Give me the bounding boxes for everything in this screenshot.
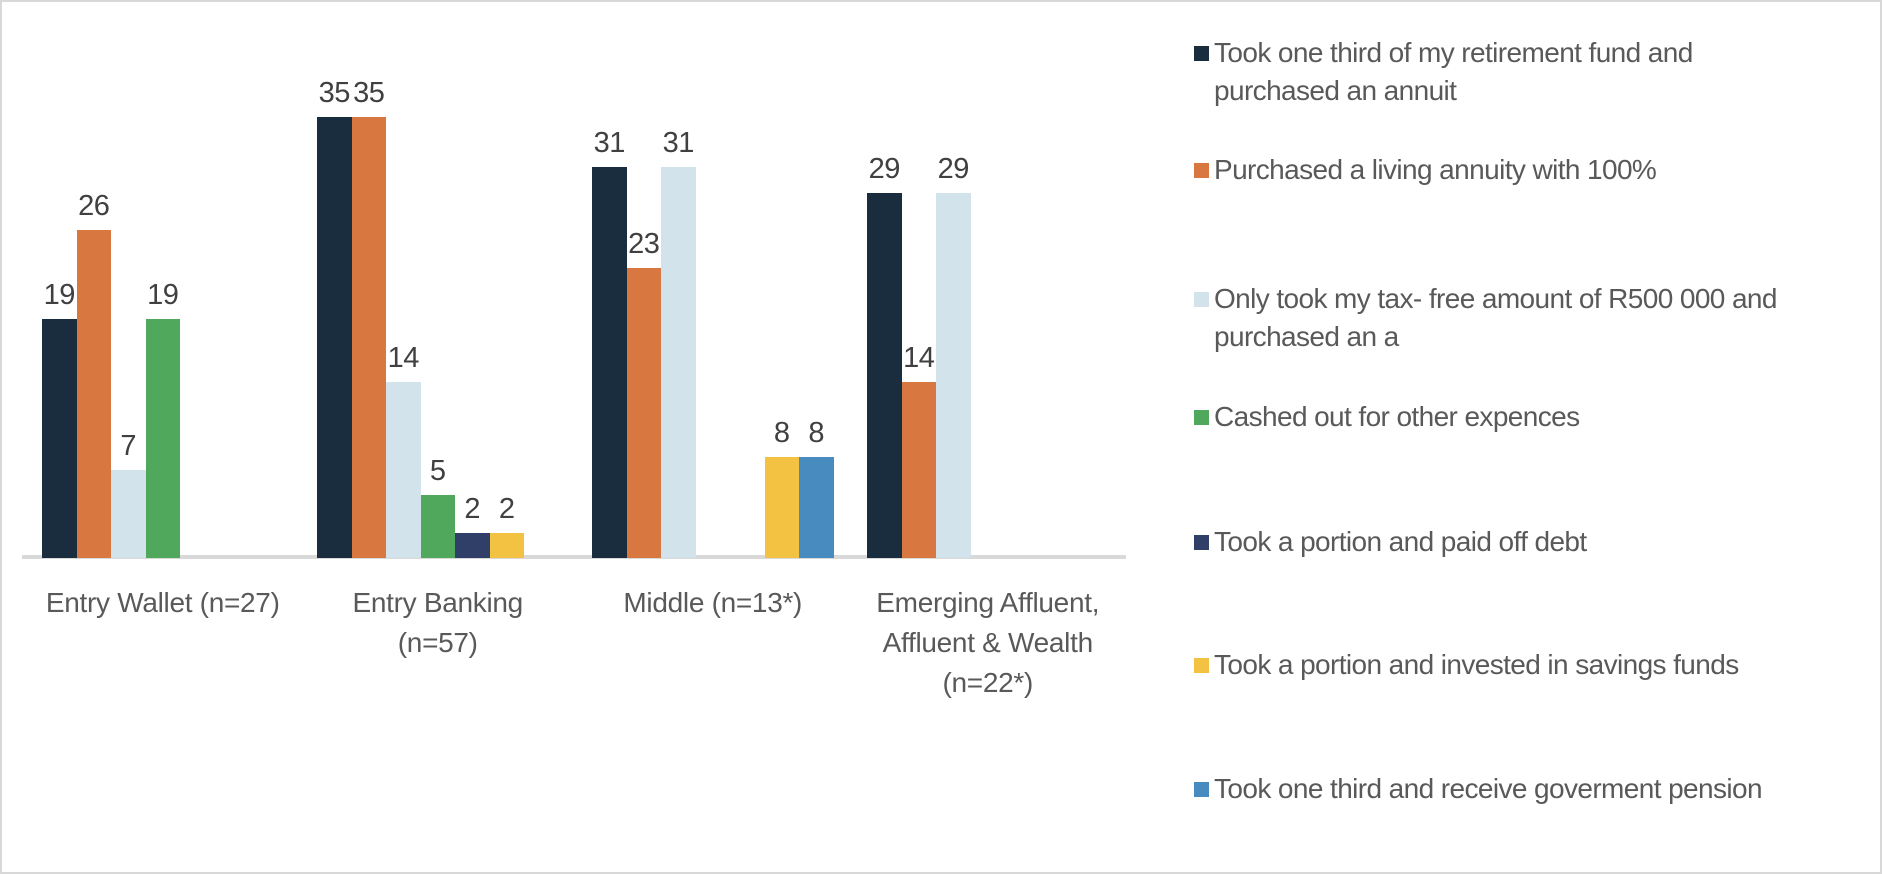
bar (936, 192, 971, 558)
legend-swatch-icon (1194, 657, 1209, 673)
legend-label: Took a portion and invested in savings f… (1214, 646, 1739, 684)
bar (867, 192, 902, 558)
bar-value-label: 2 (498, 492, 515, 525)
legend-label-line: Took one third of my retirement fund and (1214, 37, 1693, 68)
bar-value-label: 35 (353, 77, 385, 109)
legend-label-line: Only took my tax- free amount of R500 00… (1214, 283, 1777, 314)
bar (592, 167, 627, 558)
bar-value-label: 2 (464, 492, 481, 525)
bar-value-label: 31 (662, 127, 695, 160)
bar (901, 381, 936, 558)
bar (489, 532, 524, 558)
legend-label: Purchased a living annuity with 100% (1214, 151, 1657, 189)
legend-swatch-icon (1194, 781, 1209, 797)
bar (455, 532, 490, 558)
bar-value-label: 29 (937, 152, 970, 185)
bar-value-label: 14 (387, 341, 420, 374)
legend-label: Took a portion and paid off debt (1214, 523, 1587, 561)
legend-swatch-icon (1194, 409, 1209, 425)
bar-value-label: 8 (773, 417, 790, 450)
legend-label: Took one third of my retirement fund and… (1214, 34, 1693, 110)
bar (42, 318, 77, 558)
bar-value-label: 29 (868, 152, 901, 185)
bar (111, 469, 146, 558)
bar (626, 268, 661, 558)
category-label: Entry Banking (n=57) (298, 583, 578, 663)
legend-label: Cashed out for other expences (1214, 398, 1580, 436)
category-label-line: Middle (n=13*) (623, 587, 803, 618)
bar (661, 167, 696, 558)
bar (764, 457, 799, 558)
bar (420, 495, 455, 558)
legend-label: Only took my tax- free amount of R500 00… (1214, 280, 1777, 356)
legend-label-line: purchased an a (1214, 321, 1399, 352)
legend-swatch-icon (1194, 162, 1209, 178)
bar (76, 230, 111, 558)
legend-label-line: Took a portion and paid off debt (1214, 526, 1587, 557)
bar-value-label: 8 (808, 417, 825, 450)
category-label-line: Entry Wallet (n=27) (45, 587, 280, 618)
bar-value-label: 26 (78, 190, 110, 223)
bar (351, 117, 386, 558)
category-label-line: Emerging Affluent, (876, 587, 1100, 618)
category-label-line: Entry Banking (352, 587, 524, 618)
bar-value-label: 5 (429, 455, 446, 487)
legend-swatch-icon (1194, 291, 1209, 307)
bar-value-label: 19 (147, 278, 179, 311)
bar-value-label: 35 (318, 77, 351, 109)
bar-value-label: 31 (593, 127, 626, 160)
bar (145, 318, 180, 558)
bar (317, 117, 352, 558)
bar-value-label: 23 (628, 228, 660, 261)
bar (386, 381, 421, 558)
legend-label-line: Took one third and receive goverment pen… (1214, 773, 1763, 804)
legend-label-line: Purchased a living annuity with 100% (1214, 154, 1657, 185)
category-label-line: (n=22*) (942, 667, 1033, 698)
category-label-line: (n=57) (397, 627, 478, 658)
bar (799, 457, 834, 558)
category-label-line: Affluent & Wealth (882, 627, 1094, 658)
category-label: Emerging Affluent, Affluent & Wealth (n=22… (848, 583, 1128, 703)
legend-swatch-icon (1194, 534, 1209, 550)
bar-value-label: 19 (43, 278, 76, 311)
legend-label-line: Took a portion and invested in savings f… (1214, 649, 1739, 680)
legend-swatch-icon (1194, 45, 1209, 61)
x-axis-line (22, 555, 1126, 559)
legend-label-line: purchased an annuit (1214, 75, 1457, 106)
bar-value-label: 7 (120, 429, 137, 462)
category-label: Middle (n=13*) (573, 583, 853, 623)
bar-value-label: 14 (903, 341, 935, 374)
legend-label-line: Cashed out for other expences (1214, 401, 1580, 432)
legend-label: Took one third and receive goverment pen… (1214, 770, 1763, 808)
category-label: Entry Wallet (n=27) (23, 583, 303, 623)
